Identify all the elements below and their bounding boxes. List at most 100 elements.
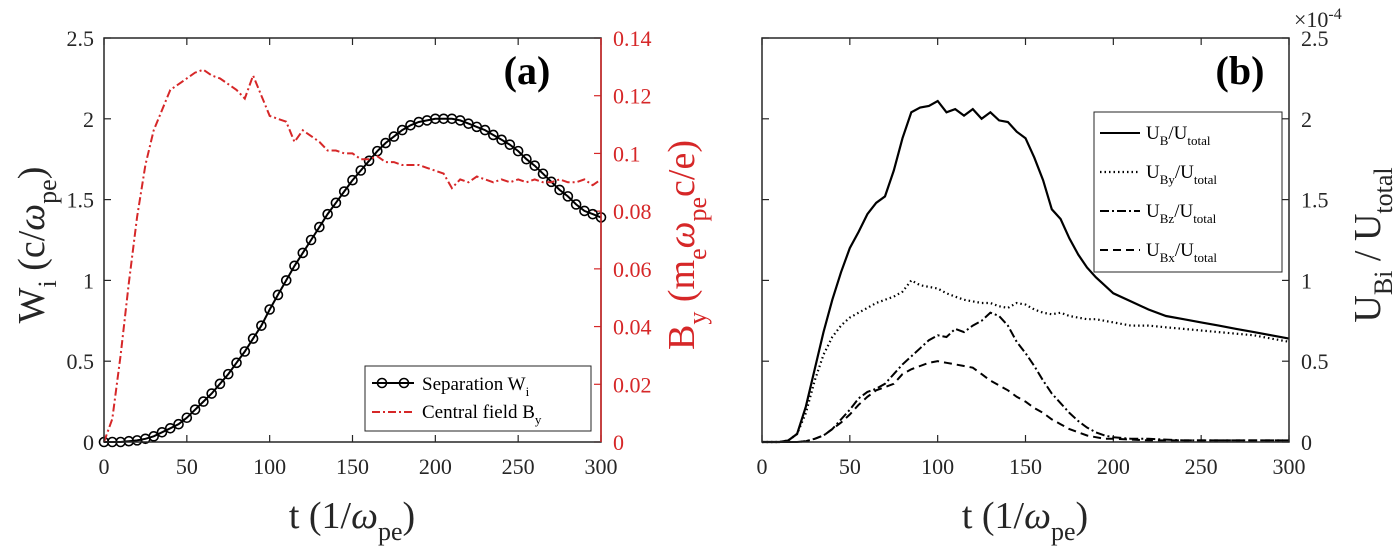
panel-a-label: (a) [504, 48, 551, 93]
data-point-separation [363, 155, 375, 167]
x-tick-label: 200 [419, 454, 452, 479]
data-point-separation [396, 124, 408, 136]
data-point-separation [322, 208, 333, 220]
legend-label-central-field: Central field By [422, 402, 542, 427]
y-tick-label: 0.5 [1301, 349, 1329, 374]
panel-b-series [762, 99, 1290, 444]
y2-tick-label: 0 [613, 430, 624, 455]
panel-b-multiplier: ×10-4 [1294, 6, 1342, 32]
data-point-separation [231, 357, 242, 369]
data-point-separation [537, 168, 549, 180]
data-point-separation [264, 304, 275, 315]
data-point-separation [289, 260, 300, 272]
legend-label-separation: Separation Wi [422, 374, 530, 399]
y-tick-label: 2.5 [1301, 26, 1329, 51]
legend-marker-separation [398, 377, 410, 389]
data-point-separation [562, 191, 574, 202]
panel-a-series [98, 68, 607, 448]
series-line-central-field [103, 68, 602, 443]
legend-entry-ubx: UBx/Utotal [1100, 240, 1217, 265]
data-point-separation [380, 137, 391, 149]
y2-tick-label: 0.12 [613, 84, 652, 109]
data-point-separation [189, 404, 201, 415]
y2-tick-label: 0.06 [613, 257, 652, 282]
legend-marker-separation [376, 377, 388, 389]
data-point-separation [181, 412, 193, 424]
data-point-separation [222, 368, 234, 380]
x-tick-label: 300 [1273, 454, 1306, 479]
legend-label-ubx: UBx/Utotal [1146, 240, 1217, 265]
panel-b-legend-box [1093, 111, 1283, 273]
legend-entry-central-field: Central field By [372, 402, 542, 427]
data-point-separation [330, 197, 342, 209]
data-point-separation [164, 422, 176, 434]
x-tick-label: 50 [176, 454, 198, 479]
x-tick-label: 100 [253, 454, 286, 479]
x-tick-label: 300 [585, 454, 618, 479]
data-point-separation [280, 275, 292, 286]
data-point-separation [479, 124, 491, 136]
panel-b-legend: UB/Utotal UBy/Utotal UBz/Utotal UBx/Utot… [1093, 111, 1283, 273]
x-tick-label: 0 [757, 454, 768, 479]
y-tick-label: 2 [83, 107, 94, 132]
panel-b-xlabel: t (1/ωpe) [962, 495, 1088, 546]
legend-entry-ubz: UBz/Utotal [1100, 201, 1217, 226]
series-line-ubx [762, 360, 1289, 443]
data-point-separation [338, 186, 350, 197]
x-tick-label: 150 [1009, 454, 1042, 479]
legend-entry-ub: UB/Utotal [1100, 123, 1211, 148]
y2-tick-label: 0.14 [613, 26, 652, 51]
data-point-separation [488, 129, 499, 141]
panel-a-legend-box [364, 365, 592, 432]
data-point-separation [256, 320, 267, 331]
x-tick-label: 0 [99, 454, 110, 479]
y-tick-label: 2.5 [67, 26, 95, 51]
y-tick-label: 1 [83, 268, 94, 293]
panel-b-ylabel: UBi / Utotal [1347, 167, 1398, 322]
data-point-separation [198, 396, 209, 407]
panel-a-xlabel: t (1/ωpe) [289, 495, 415, 546]
y-tick-label: 1.5 [67, 188, 95, 213]
series-line-separation [104, 117, 602, 443]
data-point-separation [388, 131, 400, 142]
x-tick-label: 250 [502, 454, 535, 479]
data-point-separation [512, 145, 524, 157]
y-tick-label: 0 [83, 430, 94, 455]
data-point-separation [297, 247, 309, 259]
data-point-separation [554, 184, 565, 196]
data-point-separation [214, 378, 226, 390]
data-point-separation [347, 174, 358, 186]
data-point-separation [504, 139, 516, 150]
y-tick-label: 0 [1301, 430, 1312, 455]
legend-entry-separation: Separation Wi [372, 374, 530, 399]
x-tick-label: 100 [921, 454, 954, 479]
data-point-separation [272, 289, 284, 301]
y-tick-label: 1 [1301, 268, 1312, 293]
panel-a-ylabel: Wi (c/ωpe) [11, 167, 62, 324]
x-tick-label: 150 [336, 454, 369, 479]
panel-b-plot-frame [761, 37, 1290, 443]
legend-label-ub: UB/Utotal [1146, 123, 1211, 148]
y2-tick-label: 0.08 [613, 199, 652, 224]
x-tick-label: 200 [1097, 454, 1130, 479]
y2-tick-label: 0.02 [613, 372, 652, 397]
panel-b-label: (b) [1216, 48, 1265, 93]
legend-label-ubz: UBz/Utotal [1146, 201, 1217, 226]
data-point-separation [521, 153, 532, 165]
data-point-separation [570, 199, 582, 210]
data-point-separation [156, 427, 168, 438]
data-point-separation [314, 221, 325, 233]
y-tick-label: 1.5 [1301, 188, 1329, 213]
panel-a-y2label: By (meωpec/e) [661, 140, 712, 350]
data-point-separation [239, 346, 251, 357]
series-line-ubz [762, 311, 1289, 443]
x-tick-label: 250 [1185, 454, 1218, 479]
data-point-separation [529, 160, 541, 171]
data-point-separation [247, 333, 259, 344]
data-point-separation [206, 388, 217, 399]
panel-a-legend: Separation Wi Central field By [364, 365, 592, 432]
data-point-separation [148, 431, 159, 442]
